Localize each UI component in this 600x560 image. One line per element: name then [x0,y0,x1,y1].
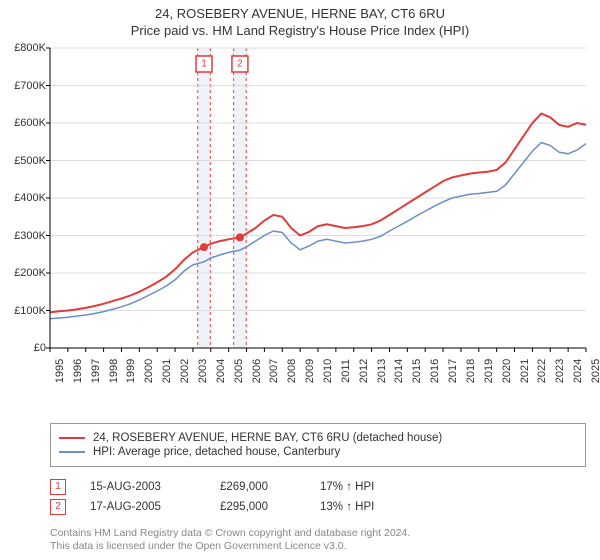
x-tick-label: 2010 [322,358,334,382]
legend-label-property: 24, ROSEBERY AVENUE, HERNE BAY, CT6 6RU … [93,432,442,444]
x-tick-label: 2020 [501,358,513,382]
legend-row-hpi: HPI: Average price, detached house, Cant… [59,446,577,458]
x-tick-label: 2017 [447,358,459,382]
legend-swatch-property [59,437,85,439]
sale-row-1: 1 15-AUG-2003 £269,000 17% ↑ HPI [50,479,586,495]
y-tick-label: £800K [0,42,46,54]
y-tick-label: £600K [0,117,46,129]
footer: Contains HM Land Registry data © Crown c… [50,527,586,554]
x-tick-label: 2003 [197,358,209,382]
x-tick-label: 2004 [215,358,227,382]
x-tick-label: 2013 [376,358,388,382]
legend-box: 24, ROSEBERY AVENUE, HERNE BAY, CT6 6RU … [50,423,586,467]
x-tick-label: 2021 [519,358,531,382]
x-tick-label: 1995 [54,358,66,382]
x-tick-label: 2000 [143,358,155,382]
x-tick-label: 2018 [465,358,477,382]
svg-text:1: 1 [201,59,207,70]
sales-table: 1 15-AUG-2003 £269,000 17% ↑ HPI 2 17-AU… [50,475,586,519]
x-tick-label: 2024 [572,358,584,382]
x-tick-label: 2016 [429,358,441,382]
x-tick-label: 2025 [590,358,600,382]
chart-plot-area: £0£100K£200K£300K£400K£500K£600K£700K£80… [50,48,586,367]
legend-label-hpi: HPI: Average price, detached house, Cant… [93,446,340,458]
x-tick-label: 2002 [179,358,191,382]
sale-row-2: 2 17-AUG-2005 £295,000 13% ↑ HPI [50,499,586,515]
x-tick-label: 2006 [251,358,263,382]
legend-swatch-hpi [59,451,85,453]
sale-date-1: 15-AUG-2003 [90,481,220,493]
legend-row-property: 24, ROSEBERY AVENUE, HERNE BAY, CT6 6RU … [59,432,577,444]
sale-price-2: £295,000 [220,501,320,513]
y-tick-label: £300K [0,230,46,242]
footer-line2: This data is licensed under the Open Gov… [50,540,586,554]
title-main: 24, ROSEBERY AVENUE, HERNE BAY, CT6 6RU [0,6,600,21]
x-tick-label: 1999 [125,358,137,382]
x-tick-label: 2008 [286,358,298,382]
x-tick-label: 2014 [393,358,405,382]
footer-line1: Contains HM Land Registry data © Crown c… [50,527,586,541]
y-axis-labels: £0£100K£200K£300K£400K£500K£600K£700K£80… [0,48,46,348]
x-tick-label: 2005 [233,358,245,382]
x-tick-label: 2011 [340,359,352,383]
sale-badge-2: 2 [50,499,66,515]
y-tick-label: £400K [0,192,46,204]
sale-price-1: £269,000 [220,481,320,493]
x-tick-label: 2007 [268,358,280,382]
svg-text:2: 2 [237,59,243,70]
x-tick-label: 2009 [304,358,316,382]
y-tick-label: £200K [0,267,46,279]
x-tick-label: 2022 [536,358,548,382]
x-tick-label: 2012 [358,358,370,382]
sale-badge-1: 1 [50,479,66,495]
x-tick-label: 1997 [90,358,102,382]
sale-delta-2: 13% ↑ HPI [320,501,586,513]
chart-titles: 24, ROSEBERY AVENUE, HERNE BAY, CT6 6RU … [0,0,600,40]
y-tick-label: £100K [0,305,46,317]
sale-date-2: 17-AUG-2005 [90,501,220,513]
x-axis-labels: 1995199619971998199920002001200220032004… [50,367,586,417]
y-tick-label: £0 [0,342,46,354]
x-tick-label: 1996 [72,358,84,382]
x-tick-label: 2015 [411,358,423,382]
y-tick-label: £500K [0,155,46,167]
y-tick-label: £700K [0,80,46,92]
x-tick-label: 2019 [483,358,495,382]
sale-delta-1: 17% ↑ HPI [320,481,586,493]
title-sub: Price paid vs. HM Land Registry's House … [0,23,600,38]
x-tick-label: 1998 [108,358,120,382]
chart-svg: 12 [50,48,586,348]
x-tick-label: 2001 [161,358,173,382]
x-tick-label: 2023 [554,358,566,382]
